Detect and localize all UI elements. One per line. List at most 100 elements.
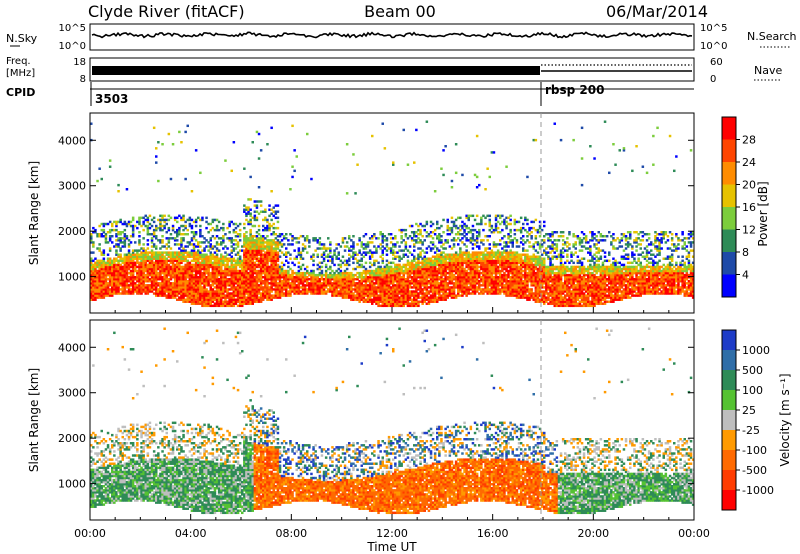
heatmap-cell: [287, 243, 290, 246]
heatmap-cell: [291, 284, 294, 287]
heatmap-cell: [274, 296, 278, 299]
heatmap-cell: [295, 241, 298, 244]
heatmap-cell: [211, 300, 215, 303]
heatmap-cell: [157, 239, 160, 242]
heatmap-cell: [161, 239, 164, 242]
heatmap-cell: [215, 249, 219, 252]
heatmap-cell: [354, 294, 357, 297]
heatmap-cell: [226, 294, 229, 297]
heatmap-cell: [364, 280, 368, 283]
heatmap-cell: [264, 263, 267, 267]
heatmap-cell: [461, 271, 464, 275]
heatmap-cell: [425, 263, 429, 267]
heatmap-cell: [92, 226, 95, 230]
heatmap-cell: [415, 265, 418, 269]
heatmap-cell: [259, 273, 263, 277]
heatmap-cell: [312, 263, 315, 267]
heatmap-cell: [249, 294, 252, 297]
heatmap-cell: [423, 255, 426, 258]
heatmap-cell: [291, 280, 294, 283]
heatmap-cell: [251, 216, 254, 220]
heatmap-cell: [169, 282, 173, 285]
nsky-label: N.Sky: [6, 32, 38, 45]
heatmap-cell: [144, 261, 147, 265]
heatmap-cell: [264, 259, 267, 263]
heatmap-cell: [192, 245, 196, 248]
heatmap-cell: [165, 261, 168, 265]
heatmap-cell: [465, 290, 468, 293]
heatmap-cell: [379, 300, 382, 303]
heatmap-cell: [327, 284, 330, 287]
heatmap-cell: [465, 259, 468, 263]
heatmap-cell: [301, 271, 305, 275]
heatmap-cell: [408, 271, 412, 275]
heatmap-cell: [429, 284, 433, 287]
heatmap-cell: [478, 276, 481, 279]
heatmap-cell: [188, 267, 192, 271]
heatmap-cell: [368, 261, 372, 265]
heatmap-cell: [161, 235, 164, 238]
heatmap-cell: [259, 237, 263, 240]
heatmap-cell: [457, 292, 460, 295]
heatmap-cell: [249, 300, 252, 303]
heatmap-cell: [433, 190, 437, 193]
heatmap-cell: [159, 228, 162, 232]
heatmap-cell: [94, 288, 97, 291]
heatmap-cell: [467, 265, 470, 269]
heatmap-cell: [241, 261, 244, 265]
heatmap-cell: [150, 239, 154, 242]
heatmap-cell: [152, 231, 156, 234]
heatmap-cell: [127, 284, 131, 287]
heatmap-cell: [442, 267, 445, 271]
heatmap-cell: [459, 294, 462, 297]
heatmap-cell: [450, 294, 454, 297]
heatmap-cell: [146, 259, 150, 263]
heatmap-cell: [335, 278, 338, 281]
heatmap-cell: [203, 296, 206, 299]
heatmap-cell: [165, 218, 168, 222]
heatmap-cell: [203, 265, 206, 269]
heatmap-cell: [471, 259, 475, 263]
heatmap-cell: [446, 228, 449, 232]
heatmap-cell: [102, 282, 106, 285]
heatmap-cell: [484, 267, 487, 271]
heatmap-cell: [178, 130, 181, 134]
heatmap-cell: [150, 261, 154, 265]
heatmap-cell: [421, 273, 424, 277]
heatmap-cell: [249, 259, 252, 263]
heatmap-cell: [373, 296, 376, 299]
heatmap-cell: [366, 288, 370, 291]
heatmap-cell: [253, 253, 257, 256]
heatmap-cell: [362, 255, 366, 258]
heatmap-cell: [364, 290, 368, 293]
heatmap-cell: [224, 271, 227, 275]
heatmap-cell: [276, 263, 280, 267]
heatmap-cell: [262, 282, 265, 285]
heatmap-cell: [314, 276, 317, 279]
heatmap-cell: [381, 300, 384, 303]
heatmap-cell: [278, 288, 282, 291]
heatmap-cell: [197, 251, 200, 254]
heatmap-cell: [362, 300, 366, 303]
heatmap-cell: [123, 259, 127, 263]
heatmap-cell: [299, 276, 303, 279]
heatmap-cell: [331, 269, 334, 273]
heatmap-cell: [482, 214, 485, 218]
heatmap-cell: [486, 276, 489, 279]
heatmap-cell: [276, 276, 280, 279]
heatmap-cell: [127, 220, 131, 224]
heatmap-cell: [301, 235, 305, 238]
heatmap-cell: [176, 261, 179, 265]
heatmap-cell: [268, 259, 271, 263]
heatmap-cell: [188, 290, 192, 293]
heatmap-cell: [381, 259, 384, 263]
heatmap-cell: [419, 286, 422, 289]
heatmap-cell: [251, 288, 254, 291]
heatmap-cell: [238, 259, 242, 263]
heatmap-cell: [171, 286, 175, 289]
heatmap-cell: [264, 226, 267, 230]
heatmap-cell: [131, 251, 135, 254]
heatmap-cell: [117, 280, 120, 283]
heatmap-cell: [102, 269, 106, 273]
heatmap-cell: [396, 263, 399, 267]
